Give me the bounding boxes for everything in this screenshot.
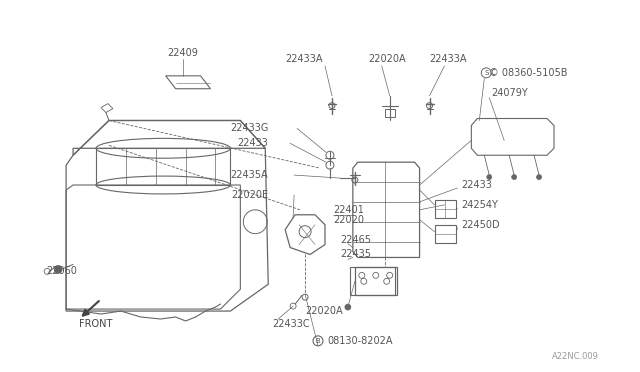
Circle shape [54, 265, 62, 273]
Text: 22435A: 22435A [230, 170, 268, 180]
Text: 22465: 22465 [340, 235, 371, 245]
Text: 22433A: 22433A [429, 54, 467, 64]
Circle shape [487, 174, 492, 180]
Text: 24254Y: 24254Y [461, 200, 499, 210]
Text: 22409: 22409 [167, 48, 198, 58]
Text: 22060: 22060 [46, 266, 77, 276]
Text: 22433A: 22433A [285, 54, 323, 64]
Text: 22020A: 22020A [305, 306, 342, 316]
Text: 22433: 22433 [237, 138, 268, 148]
Circle shape [536, 174, 541, 180]
Text: FRONT: FRONT [79, 319, 113, 329]
Text: S: S [484, 70, 488, 76]
Text: 22433C: 22433C [272, 319, 310, 329]
Text: 22020: 22020 [333, 215, 364, 225]
Text: 22435: 22435 [340, 250, 371, 260]
Bar [435, 225, 456, 243]
Text: 22450D: 22450D [461, 220, 500, 230]
Text: 24079Y: 24079Y [492, 88, 528, 98]
Bar [385, 109, 395, 116]
Text: B: B [316, 338, 321, 344]
Text: A22NC.009: A22NC.009 [552, 352, 599, 361]
Bar [355, 267, 397, 295]
Circle shape [345, 304, 351, 310]
Text: 22401: 22401 [333, 205, 364, 215]
Text: 22433G: 22433G [230, 124, 268, 134]
Bar [350, 267, 395, 295]
Text: 22020A: 22020A [368, 54, 405, 64]
Circle shape [511, 174, 516, 180]
Text: © 08360-5105B: © 08360-5105B [489, 68, 568, 78]
Text: 22433: 22433 [461, 180, 492, 190]
Text: 22020E: 22020E [231, 190, 268, 200]
Text: 08130-8202A: 08130-8202A [327, 336, 392, 346]
Bar [435, 200, 456, 218]
